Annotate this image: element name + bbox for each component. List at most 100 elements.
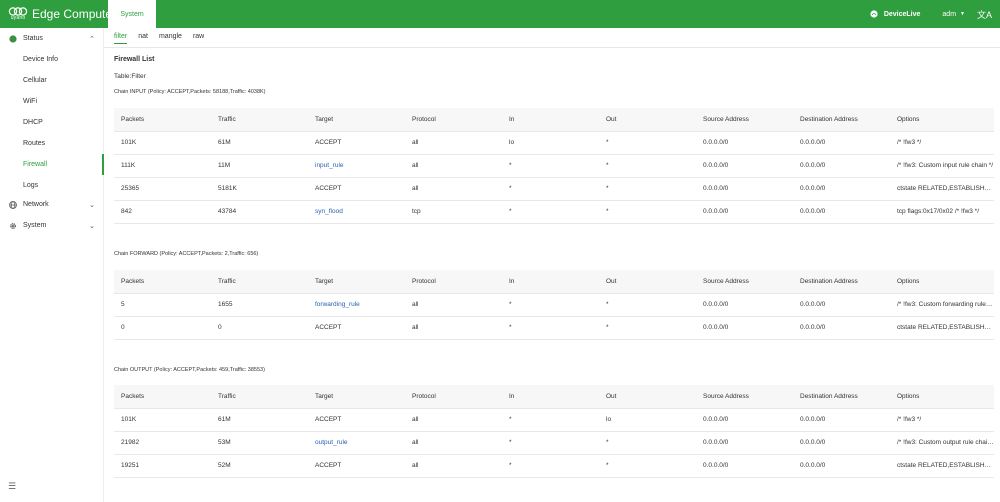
cell-packets: 25365: [114, 177, 211, 201]
table-header-row: Packets Traffic Target Protocol In Out Source …: [114, 108, 994, 132]
cell-in: *: [502, 200, 599, 224]
cell-protocol: all: [405, 454, 502, 478]
cell-out: *: [599, 177, 696, 201]
cell-target: ACCEPT: [308, 454, 405, 478]
table-row: 842 43784 syn_flood tcp * * 0.0.0.0/0 0.0.0.0/0…: [114, 200, 994, 224]
column-header-traffic: Traffic: [211, 270, 308, 294]
cell-out: *: [599, 293, 696, 317]
column-header-in: In: [502, 270, 599, 294]
cell-options: tcp flags:0x17/0x02 /* !fw3 */: [890, 200, 994, 224]
column-header-out: Out: [599, 385, 696, 409]
user-menu[interactable]: adm ▼: [942, 11, 965, 18]
column-header-protocol: Protocol: [405, 270, 502, 294]
cell-options: ctstate RELATED,ESTABLISHED /* !fw3 */: [890, 177, 994, 201]
chain-input-table: Packets Traffic Target Protocol In Out Source …: [114, 108, 994, 224]
chain-forward-label: Chain FORWARD (Policy: ACCEPT,Packets: 2…: [114, 251, 259, 257]
tab-nat[interactable]: nat: [138, 33, 148, 40]
column-header-destination-address: Destination Address: [793, 385, 890, 409]
cell-target-link[interactable]: forwarding_rule: [308, 293, 405, 317]
column-header-source-address: Source Address: [696, 385, 793, 409]
table-header-row: Packets Traffic Target Protocol In Out Source …: [114, 270, 994, 294]
sidebar-group-network[interactable]: Network ⌄: [0, 194, 104, 215]
cell-destination-address: 0.0.0.0/0: [793, 154, 890, 178]
cell-in: *: [502, 177, 599, 201]
devicelive-label: DeviceLive: [883, 10, 921, 18]
tab-system[interactable]: System: [108, 0, 156, 28]
chain-forward-table: Packets Traffic Target Protocol In Out Source …: [114, 270, 994, 340]
cell-source-address: 0.0.0.0/0: [696, 154, 793, 178]
logo: uyano: [8, 4, 28, 24]
cell-in: *: [502, 154, 599, 178]
table-row: 19251 52M ACCEPT all * * 0.0.0.0/0 0.0.0.0/0 cts…: [114, 454, 994, 478]
cell-out: *: [599, 131, 696, 155]
table-row: 101K 61M ACCEPT all * lo 0.0.0.0/0 0.0.0.0/0/* …: [114, 408, 994, 432]
collapse-sidebar-icon[interactable]: ☰: [8, 481, 17, 491]
cell-protocol: all: [405, 316, 502, 340]
language-icon[interactable]: 文A: [976, 9, 992, 20]
cell-in: *: [502, 408, 599, 432]
cell-out: *: [599, 200, 696, 224]
sidebar-item-logs[interactable]: Logs: [23, 182, 39, 189]
sidebar-item-dhcp[interactable]: DHCP: [23, 119, 43, 126]
subtabs: filter nat mangle raw: [114, 33, 215, 44]
cell-packets: 101K: [114, 131, 211, 155]
cell-source-address: 0.0.0.0/0: [696, 293, 793, 317]
sidebar-group-label: Network: [23, 201, 49, 208]
tab-raw[interactable]: raw: [192, 33, 205, 40]
cell-out: *: [599, 454, 696, 478]
column-header-source-address: Source Address: [696, 108, 793, 132]
cell-traffic: 43784: [211, 200, 308, 224]
cell-out: *: [599, 154, 696, 178]
tab-filter[interactable]: filter: [114, 33, 128, 44]
cell-target: ACCEPT: [308, 131, 405, 155]
table-label: Table:Filter: [114, 73, 146, 80]
cell-traffic: 5181K: [211, 177, 308, 201]
cell-target-link[interactable]: syn_flood: [308, 200, 405, 224]
caret-down-icon: ▼: [960, 11, 965, 17]
cell-destination-address: 0.0.0.0/0: [793, 408, 890, 432]
chevron-down-icon: ⌄: [89, 222, 95, 230]
column-header-options: Options: [890, 385, 994, 409]
cell-source-address: 0.0.0.0/0: [696, 408, 793, 432]
cell-out: *: [599, 431, 696, 455]
devicelive-button[interactable]: DeviceLive: [869, 10, 921, 18]
sidebar-item-routes[interactable]: Routes: [23, 140, 46, 147]
tab-mangle[interactable]: mangle: [158, 33, 182, 40]
sidebar-item-device-info[interactable]: Device Info: [23, 56, 59, 63]
cell-packets: 842: [114, 200, 211, 224]
cell-target: ACCEPT: [308, 177, 405, 201]
cell-target-link[interactable]: output_rule: [308, 431, 405, 455]
cell-in: *: [502, 293, 599, 317]
sidebar: Status ⌃ Device Info Cellular WiFi DHCP …: [0, 28, 104, 502]
cell-target: ACCEPT: [308, 408, 405, 432]
cell-options: /* !fw3 */: [890, 408, 994, 432]
sidebar-group-system[interactable]: System ⌄: [0, 215, 104, 236]
column-header-out: Out: [599, 270, 696, 294]
column-header-packets: Packets: [114, 270, 211, 294]
brand[interactable]: uyano Edge Computer: [0, 0, 116, 28]
cell-source-address: 0.0.0.0/0: [696, 431, 793, 455]
table-row: 25365 5181K ACCEPT all * * 0.0.0.0/0 0.0.0.0/0 c…: [114, 177, 994, 201]
cell-options: /* !fw3: Custom output rule chain */: [890, 431, 994, 455]
cell-destination-address: 0.0.0.0/0: [793, 316, 890, 340]
column-header-options: Options: [890, 270, 994, 294]
sidebar-item-wifi[interactable]: WiFi: [23, 98, 37, 105]
cell-destination-address: 0.0.0.0/0: [793, 431, 890, 455]
sidebar-item-firewall[interactable]: Firewall: [0, 154, 104, 175]
cell-out: *: [599, 316, 696, 340]
table-header-row: Packets Traffic Target Protocol In Out Source …: [114, 385, 994, 409]
cell-traffic: 52M: [211, 454, 308, 478]
cell-target-link[interactable]: input_rule: [308, 154, 405, 178]
sidebar-item-cellular[interactable]: Cellular: [23, 77, 47, 84]
cell-traffic: 11M: [211, 154, 308, 178]
gear-icon: [9, 222, 17, 230]
sidebar-group-status[interactable]: Status ⌃: [0, 28, 104, 49]
cell-packets: 19251: [114, 454, 211, 478]
cell-out: lo: [599, 408, 696, 432]
cell-options: ctstate RELATED,ESTABLISHED /* !fw3 */: [890, 316, 994, 340]
cell-protocol: all: [405, 293, 502, 317]
top-bar: uyano Edge Computer System DeviceLive ad…: [0, 0, 1000, 28]
cell-destination-address: 0.0.0.0/0: [793, 177, 890, 201]
table-row: 21982 53M output_rule all * * 0.0.0.0/0 0.0.0.0…: [114, 431, 994, 455]
cell-packets: 101K: [114, 408, 211, 432]
